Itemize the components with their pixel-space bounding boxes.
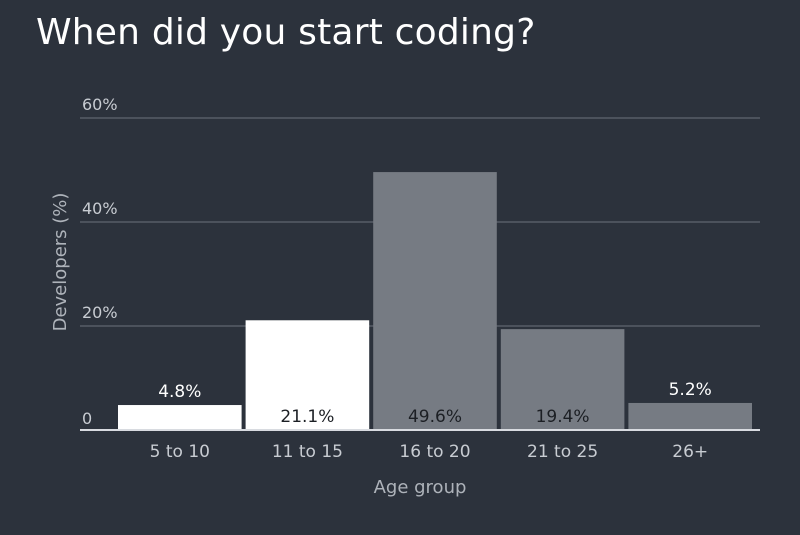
- y-tick-label: 0: [82, 409, 92, 428]
- x-axis-label: Age group: [374, 477, 467, 498]
- x-tick-label: 5 to 10: [150, 442, 210, 462]
- data-label: 49.6%: [408, 407, 462, 427]
- bar: [373, 172, 497, 430]
- x-tick-label: 26+: [672, 442, 708, 462]
- y-axis-label: Developers (%): [50, 193, 71, 332]
- bars: [118, 172, 752, 430]
- chart-title: When did you start coding?: [36, 12, 536, 53]
- bar: [628, 402, 752, 430]
- bar: [245, 320, 370, 430]
- data-label: 5.2%: [669, 380, 712, 400]
- x-tick-label: 21 to 25: [527, 442, 598, 462]
- x-tick-labels: 5 to 10 11 to 15 16 to 20 21 to 25 26+: [150, 442, 709, 462]
- x-tick-label: 16 to 20: [399, 442, 470, 462]
- y-tick-label: 60%: [82, 95, 118, 114]
- data-label: 19.4%: [536, 407, 590, 427]
- data-labels: 4.8% 21.1% 49.6% 19.4% 5.2%: [158, 380, 712, 427]
- data-label: 4.8%: [158, 382, 201, 402]
- data-label: 21.1%: [280, 407, 334, 427]
- y-tick-label: 20%: [82, 303, 118, 322]
- bar: [500, 329, 625, 430]
- y-tick-label: 40%: [82, 199, 118, 218]
- y-tick-labels: 0 20% 40% 60%: [82, 95, 118, 428]
- x-tick-label: 11 to 15: [272, 442, 343, 462]
- bar: [118, 405, 242, 430]
